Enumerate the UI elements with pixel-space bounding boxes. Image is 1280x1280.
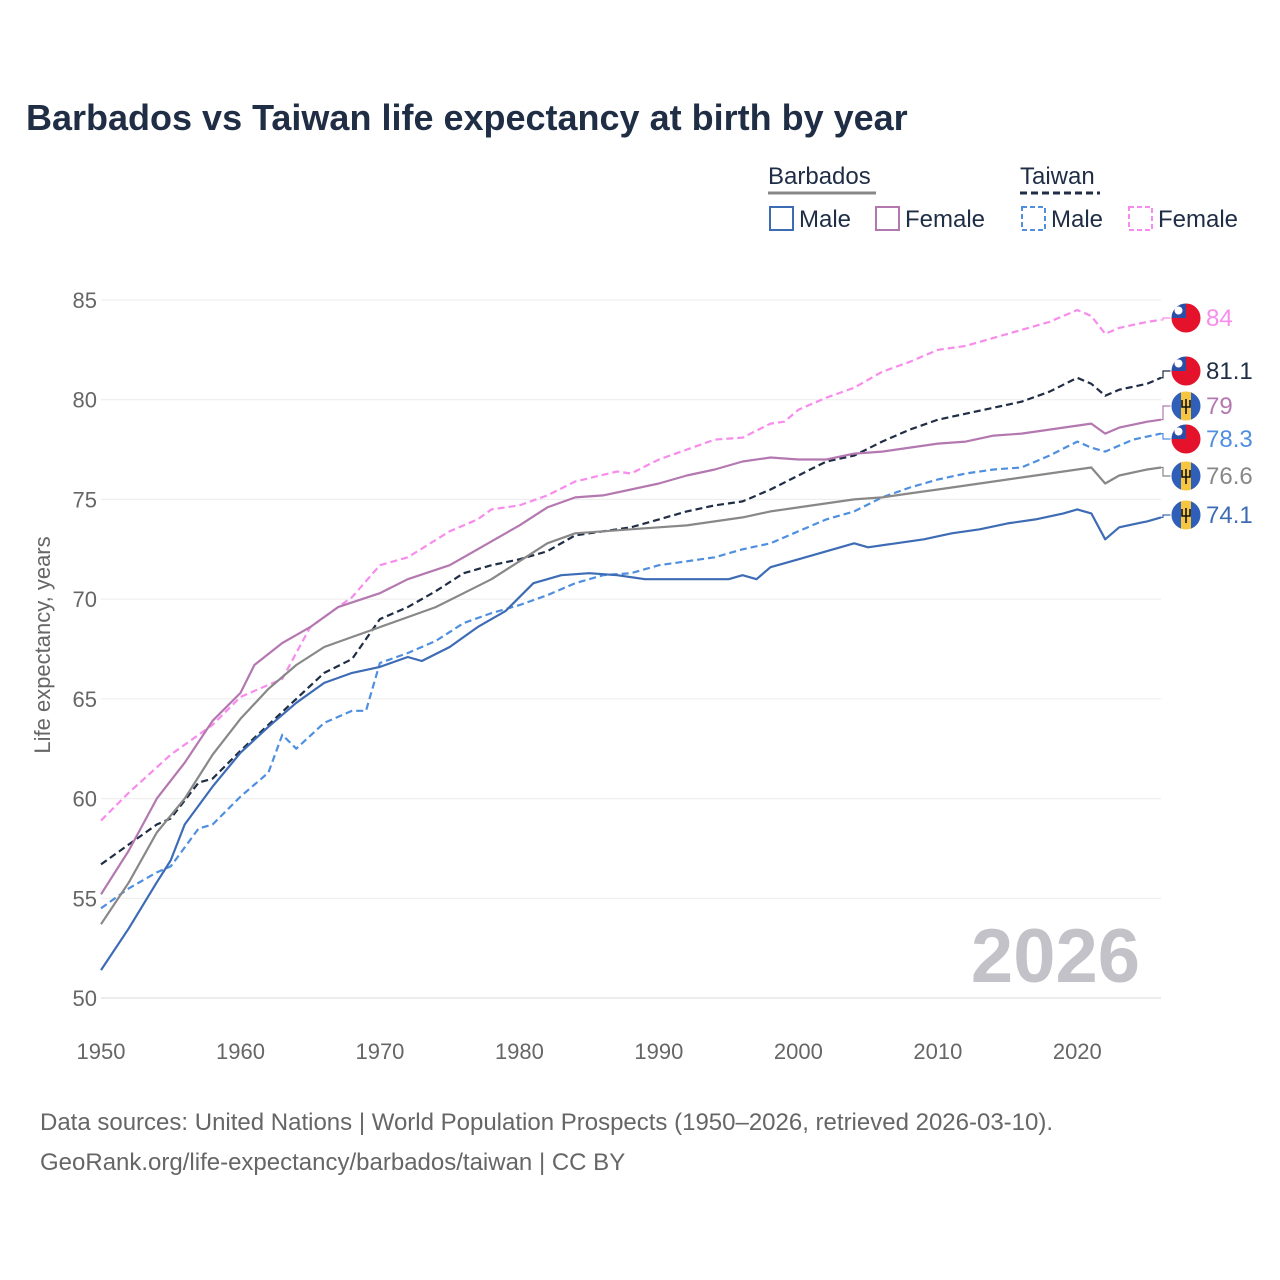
end-label-connector bbox=[1161, 317, 1171, 321]
end-label-connector bbox=[1161, 433, 1171, 440]
x-tick-label: 1990 bbox=[634, 1039, 683, 1064]
y-axis: 50 55 60 65 70 75 80 85 bbox=[73, 288, 97, 1011]
legend-label-barbados-female: Female bbox=[905, 206, 985, 233]
end-label-connector bbox=[1161, 466, 1171, 477]
series-lines bbox=[100, 308, 1162, 971]
y-tick-label: 60 bbox=[73, 787, 97, 812]
x-tick-label: 1960 bbox=[216, 1039, 265, 1064]
end-label-connector bbox=[1161, 370, 1171, 379]
y-tick-label: 70 bbox=[73, 587, 97, 612]
end-label-value: 76.6 bbox=[1206, 463, 1253, 490]
x-tick-label: 2020 bbox=[1053, 1039, 1102, 1064]
year-watermark: 2026 bbox=[971, 914, 1140, 999]
end-label-value: 79 bbox=[1206, 393, 1233, 420]
y-tick-label: 85 bbox=[73, 288, 97, 313]
barbados-flag-icon bbox=[1170, 499, 1202, 531]
x-tick-label: 2010 bbox=[913, 1039, 962, 1064]
legend-item-taiwan-male[interactable]: Male bbox=[1021, 206, 1103, 233]
end-label-value: 81.1 bbox=[1206, 358, 1253, 385]
legend-swatch-taiwan-female bbox=[1128, 206, 1153, 231]
x-axis: 1950 1960 1970 1980 1990 2000 2010 2020 bbox=[77, 1039, 1102, 1064]
barbados-flag-icon bbox=[1170, 390, 1202, 422]
legend-swatch-barbados-male bbox=[769, 206, 794, 231]
x-tick-label: 2000 bbox=[774, 1039, 823, 1064]
y-tick-label: 55 bbox=[73, 886, 97, 911]
legend-group-label-taiwan: Taiwan bbox=[1020, 163, 1095, 190]
y-tick-label: 65 bbox=[73, 687, 97, 712]
legend-label-taiwan-male: Male bbox=[1051, 206, 1103, 233]
barbados-flag-icon bbox=[1170, 460, 1202, 492]
x-tick-label: 1950 bbox=[77, 1039, 126, 1064]
legend-group-label-barbados: Barbados bbox=[768, 163, 871, 190]
legend-group-taiwan[interactable]: Taiwan bbox=[1020, 163, 1100, 195]
x-tick-label: 1980 bbox=[495, 1039, 544, 1064]
source-line-1: Data sources: United Nations | World Pop… bbox=[40, 1109, 1053, 1136]
legend-group-barbados[interactable]: Barbados bbox=[768, 163, 876, 195]
series-line-barbados-male[interactable] bbox=[100, 508, 1162, 971]
series-line-barbados-female[interactable] bbox=[100, 418, 1162, 895]
legend-swatch-taiwan-male bbox=[1021, 206, 1046, 231]
y-tick-label: 50 bbox=[73, 986, 97, 1011]
series-line-taiwan-female[interactable] bbox=[100, 308, 1162, 822]
taiwan-flag-icon bbox=[1170, 302, 1202, 334]
end-label-value: 84 bbox=[1206, 305, 1233, 332]
end-label-connector bbox=[1161, 405, 1171, 421]
y-tick-label: 75 bbox=[73, 487, 97, 512]
legend-label-taiwan-female: Female bbox=[1158, 206, 1238, 233]
legend-item-taiwan-female[interactable]: Female bbox=[1128, 206, 1238, 233]
end-label-value: 78.3 bbox=[1206, 426, 1253, 453]
x-tick-label: 1970 bbox=[355, 1039, 404, 1064]
y-axis-title: Life expectancy, years bbox=[30, 536, 55, 753]
end-labels: 84 81.1 79 78.3 76.6 74.1 bbox=[1161, 302, 1253, 531]
legend-swatch-barbados-female bbox=[875, 206, 900, 231]
taiwan-flag-icon bbox=[1170, 423, 1202, 455]
end-label-connector bbox=[1161, 514, 1171, 518]
legend: Barbados Male Female Taiwan Male Female bbox=[768, 163, 1238, 233]
source-line-2: GeoRank.org/life-expectancy/barbados/tai… bbox=[40, 1149, 625, 1176]
gridlines bbox=[101, 299, 1161, 999]
legend-label-barbados-male: Male bbox=[799, 206, 851, 233]
end-label-value: 74.1 bbox=[1206, 502, 1253, 529]
chart-title: Barbados vs Taiwan life expectancy at bi… bbox=[26, 97, 908, 138]
y-tick-label: 80 bbox=[73, 388, 97, 413]
legend-item-barbados-female[interactable]: Female bbox=[875, 206, 985, 233]
series-line-barbados-total[interactable] bbox=[100, 466, 1162, 925]
legend-item-barbados-male[interactable]: Male bbox=[769, 206, 851, 233]
series-line-taiwan-total[interactable] bbox=[100, 376, 1162, 866]
series-line-taiwan-male[interactable] bbox=[100, 432, 1162, 910]
taiwan-flag-icon bbox=[1170, 355, 1202, 387]
